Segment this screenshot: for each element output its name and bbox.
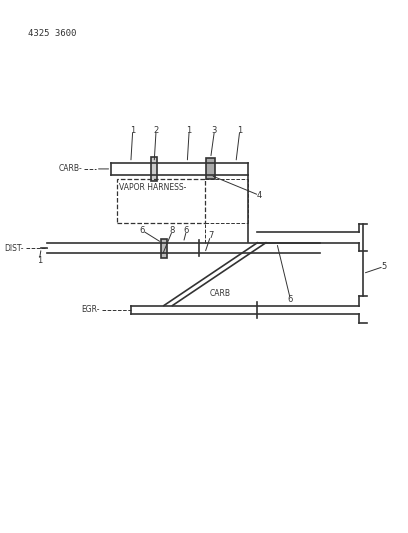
Text: CARB: CARB (210, 289, 231, 298)
Bar (206, 158, 215, 180)
Bar (117, 180, 205, 223)
Text: DIST-: DIST- (4, 244, 24, 253)
Text: 3: 3 (212, 126, 217, 135)
Text: 1: 1 (237, 126, 242, 135)
Text: 8: 8 (170, 226, 175, 235)
Text: 4325 3600: 4325 3600 (28, 29, 76, 38)
Text: 2: 2 (153, 126, 159, 135)
Text: CARB-: CARB- (58, 164, 82, 173)
Text: 6: 6 (184, 226, 189, 235)
Bar (161, 239, 167, 257)
Text: 6: 6 (288, 295, 293, 304)
Text: 1: 1 (37, 256, 42, 265)
Text: 4: 4 (257, 191, 262, 200)
Text: 7: 7 (208, 231, 213, 240)
Text: 5: 5 (381, 262, 386, 271)
Text: 1: 1 (186, 126, 192, 135)
Text: 1: 1 (130, 126, 135, 135)
Bar (151, 157, 157, 181)
Text: VAPOR HARNESS-: VAPOR HARNESS- (119, 183, 186, 192)
Text: EGR-: EGR- (81, 305, 100, 314)
Text: 6: 6 (140, 226, 145, 235)
